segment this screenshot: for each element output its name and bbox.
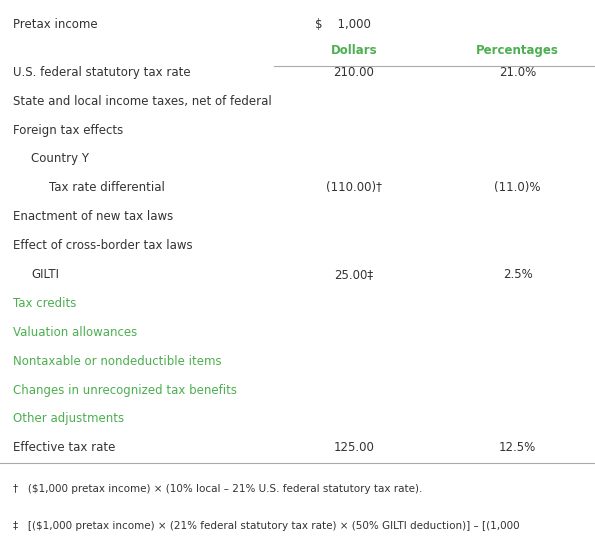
Text: 210.00: 210.00 (334, 66, 374, 79)
Text: 125.00: 125.00 (334, 441, 374, 455)
Text: GILTI: GILTI (31, 268, 59, 281)
Text: 25.00‡: 25.00‡ (334, 268, 374, 281)
Text: Other adjustments: Other adjustments (13, 413, 124, 426)
Text: Valuation allowances: Valuation allowances (13, 326, 137, 339)
Text: Dollars: Dollars (331, 44, 377, 57)
Text: ‡   [($1,000 pretax income) × (21% federal statutory tax rate) × (50% GILTI dedu: ‡ [($1,000 pretax income) × (21% federal… (13, 521, 519, 531)
Text: Pretax income: Pretax income (13, 18, 98, 31)
Text: 21.0%: 21.0% (499, 66, 536, 79)
Text: †   ($1,000 pretax income) × (10% local – 21% U.S. federal statutory tax rate).: † ($1,000 pretax income) × (10% local – … (13, 484, 422, 494)
Text: Effective tax rate: Effective tax rate (13, 441, 115, 455)
Text: Country Y: Country Y (31, 153, 89, 166)
Text: 2.5%: 2.5% (503, 268, 533, 281)
Text: Enactment of new tax laws: Enactment of new tax laws (13, 210, 173, 223)
Text: (11.0)%: (11.0)% (494, 181, 541, 195)
Text: 12.5%: 12.5% (499, 441, 536, 455)
Text: Changes in unrecognized tax benefits: Changes in unrecognized tax benefits (13, 384, 237, 397)
Text: Nontaxable or nondeductible items: Nontaxable or nondeductible items (13, 355, 222, 368)
Text: (110.00)†: (110.00)† (326, 181, 382, 195)
Text: Effect of cross-border tax laws: Effect of cross-border tax laws (13, 239, 193, 252)
Text: State and local income taxes, net of federal: State and local income taxes, net of fed… (13, 95, 272, 108)
Text: Tax rate differential: Tax rate differential (49, 181, 165, 195)
Text: $    1,000: $ 1,000 (315, 18, 371, 31)
Text: Tax credits: Tax credits (13, 297, 77, 310)
Text: Foreign tax effects: Foreign tax effects (13, 124, 123, 137)
Text: U.S. federal statutory tax rate: U.S. federal statutory tax rate (13, 66, 191, 79)
Text: Percentages: Percentages (476, 44, 559, 57)
